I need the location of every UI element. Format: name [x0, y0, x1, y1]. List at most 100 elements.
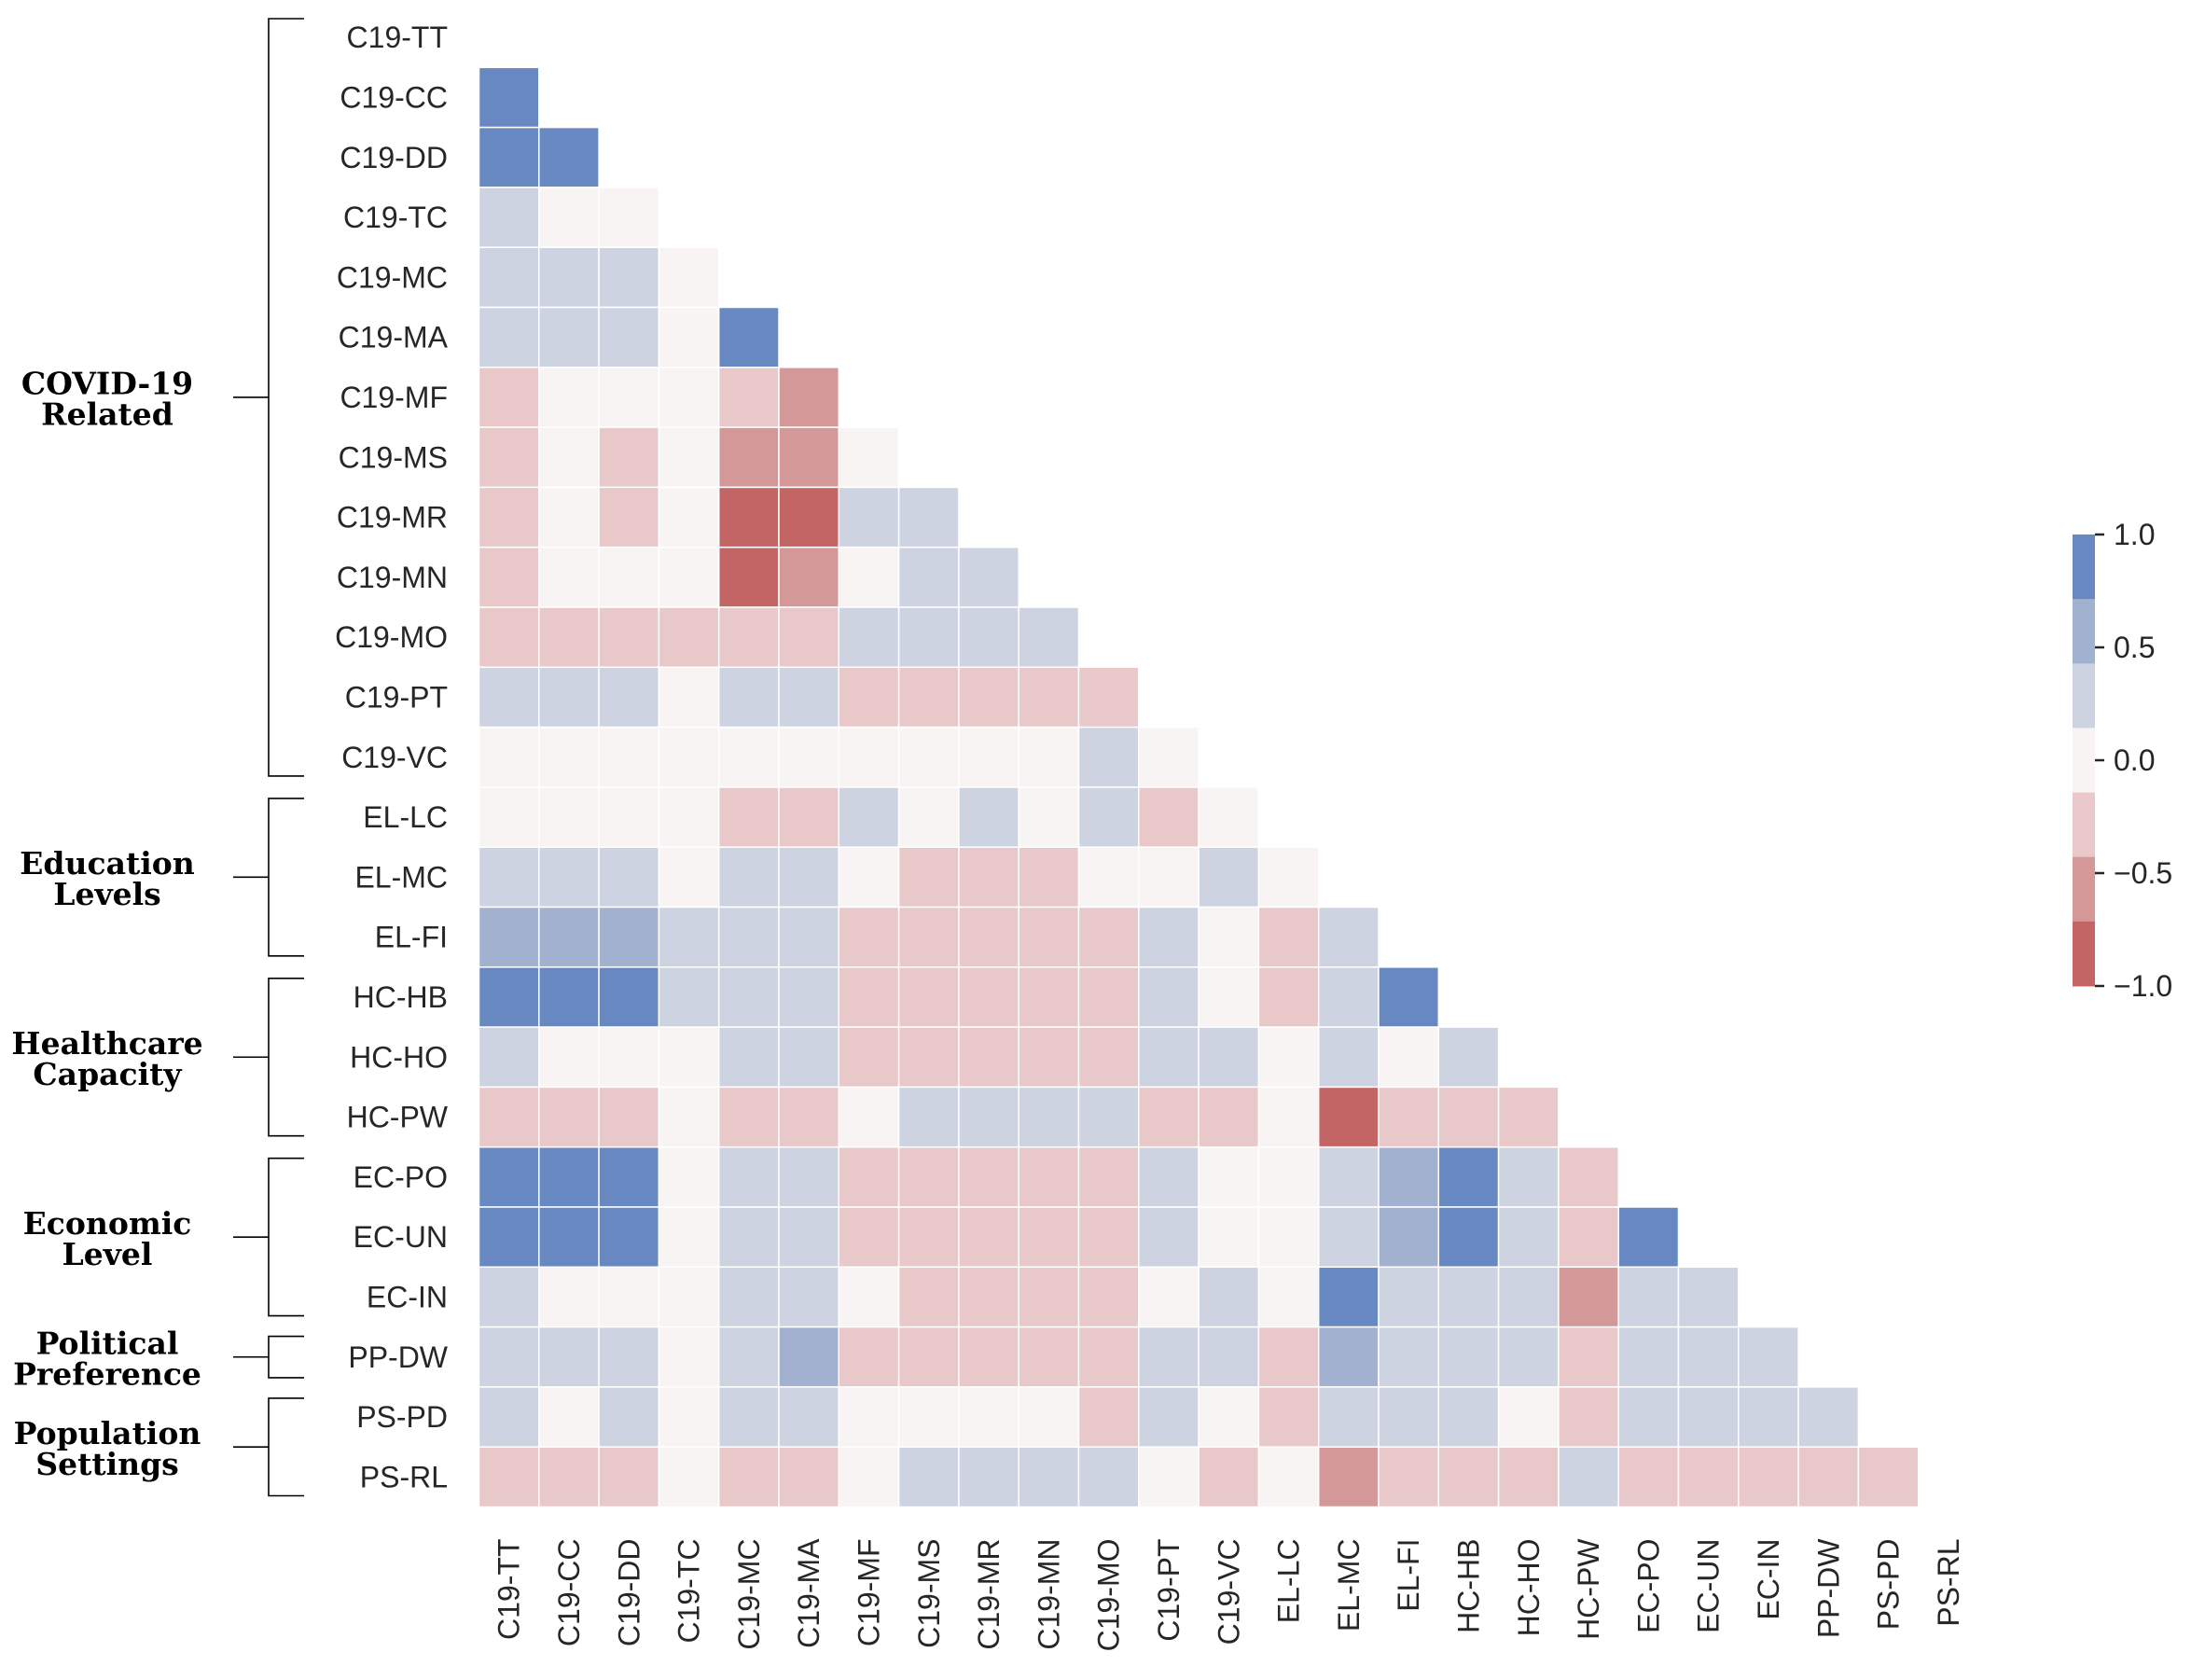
heatmap-cell-HC-HB-C19-MF	[838, 966, 900, 1028]
heatmap-cell-EC-IN-C19-TT	[478, 1266, 540, 1328]
heatmap-cell-HC-PW-EL-FI	[1378, 1086, 1440, 1148]
heatmap-cell-C19-VC-C19-PT	[1138, 726, 1200, 788]
group-bracket	[233, 1397, 304, 1497]
heatmap-cell-HC-HO-EL-LC	[1257, 1026, 1320, 1089]
heatmap-cell-EL-MC-C19-MC	[717, 846, 780, 909]
heatmap-cell-C19-MN-C19-DD	[598, 546, 660, 608]
heatmap-cell-C19-MN-C19-TC	[658, 546, 720, 608]
heatmap-cell-EC-PO-C19-MR	[958, 1145, 1019, 1208]
column-label-C19-TT: C19-TT	[492, 1539, 526, 1640]
row-label-C19-MF: C19-MF	[340, 381, 448, 414]
heatmap-cell-HC-HO-EL-FI	[1378, 1026, 1440, 1089]
heatmap-cell-EC-UN-HC-HO	[1497, 1206, 1560, 1269]
heatmap-cell-C19-MO-C19-TT	[478, 606, 540, 669]
heatmap-cell-C19-PT-C19-MF	[838, 666, 900, 729]
heatmap-cell-EC-IN-C19-MR	[958, 1266, 1019, 1328]
heatmap-cell-PS-PD-HC-HB	[1437, 1386, 1500, 1448]
heatmap-cell-PS-RL-C19-TT	[478, 1446, 540, 1508]
heatmap-cell-EC-UN-EL-LC	[1257, 1206, 1320, 1269]
heatmap-cell-PS-RL-C19-MF	[838, 1446, 900, 1508]
heatmap-cell-C19-MA-C19-MC	[717, 306, 780, 368]
group-population-settings: Population Settings	[14, 1397, 304, 1497]
heatmap-cell-EL-MC-C19-TC	[658, 846, 720, 909]
heatmap-cell-HC-HB-C19-DD	[598, 966, 660, 1028]
column-label-C19-MR: C19-MR	[972, 1539, 1005, 1650]
heatmap-cell-EL-LC-C19-DD	[598, 786, 660, 848]
heatmap-cell-C19-PT-C19-CC	[538, 666, 600, 729]
column-label-EL-MC: EL-MC	[1332, 1539, 1366, 1632]
heatmap-cell-C19-VC-C19-TC	[658, 726, 720, 788]
column-label-C19-TC: C19-TC	[673, 1539, 706, 1644]
heatmap-cell-HC-PW-C19-MO	[1077, 1086, 1140, 1148]
heatmap-cell-HC-HO-C19-CC	[538, 1026, 600, 1089]
heatmap-cell-EC-PO-C19-MS	[897, 1145, 960, 1208]
heatmap-cell-PS-PD-EC-PO	[1617, 1386, 1680, 1448]
heatmap-cell-EL-FI-C19-PT	[1138, 906, 1200, 968]
heatmap-cell-PS-PD-C19-MS	[897, 1386, 960, 1448]
row-label-PS-PD: PS-PD	[356, 1400, 448, 1434]
heatmap-cell-C19-VC-C19-TT	[478, 726, 540, 788]
heatmap-cell-EL-MC-C19-MO	[1077, 846, 1140, 909]
heatmap-cell-HC-PW-C19-MC	[717, 1086, 780, 1148]
colorbar-segment	[2073, 728, 2095, 794]
heatmap-cell-C19-MF-C19-TT	[478, 367, 540, 428]
heatmap-cell-C19-DD-C19-CC	[538, 126, 600, 188]
heatmap-cell-PP-DW-C19-MS	[897, 1326, 960, 1388]
colorbar-tick-label: 0.0	[2114, 743, 2155, 777]
heatmap-cell-PS-RL-C19-MO	[1077, 1446, 1140, 1508]
heatmap-cell-C19-PT-C19-MR	[958, 666, 1019, 729]
heatmap-cell-EC-IN-HC-HB	[1437, 1266, 1500, 1328]
heatmap-cell-PS-PD-EC-UN	[1677, 1386, 1740, 1448]
heatmap-cell-PP-DW-C19-VC	[1198, 1326, 1260, 1388]
heatmap-cell-EL-FI-C19-MS	[897, 906, 960, 968]
heatmap-cell-C19-MF-C19-DD	[598, 367, 660, 428]
heatmap-cell-EC-UN-C19-MO	[1077, 1206, 1140, 1269]
heatmap-cell-PP-DW-HC-PW	[1558, 1326, 1619, 1388]
column-label-HC-PW: HC-PW	[1572, 1538, 1605, 1640]
row-label-C19-MO: C19-MO	[335, 620, 448, 654]
heatmap-cell-HC-HO-HC-HB	[1437, 1026, 1500, 1089]
colorbar-tick-label: −0.5	[2114, 856, 2172, 890]
heatmap-cell-C19-TC-C19-CC	[538, 187, 600, 248]
heatmap-cell-HC-HO-C19-VC	[1198, 1026, 1260, 1089]
heatmap-cell-C19-MN-C19-MR	[958, 546, 1019, 608]
heatmap-cell-EL-MC-C19-MF	[838, 846, 900, 909]
heatmap-cell-EC-IN-C19-PT	[1138, 1266, 1200, 1328]
heatmap-cell-HC-HO-C19-MO	[1077, 1026, 1140, 1089]
heatmap-cell-HC-HO-C19-MF	[838, 1026, 900, 1089]
row-label-C19-MS: C19-MS	[339, 440, 448, 474]
heatmap-cell-EC-UN-C19-MS	[897, 1206, 960, 1269]
heatmap-cell-EL-FI-C19-VC	[1198, 906, 1260, 968]
heatmap-cell-PP-DW-EC-PO	[1617, 1326, 1680, 1388]
heatmap-cell-PS-PD-C19-TC	[658, 1386, 720, 1448]
heatmap-cell-C19-PT-C19-DD	[598, 666, 660, 729]
heatmap-cell-EC-PO-C19-TT	[478, 1145, 540, 1208]
heatmap-cell-C19-MS-C19-CC	[538, 426, 600, 489]
heatmap-cell-HC-PW-EL-MC	[1317, 1086, 1380, 1148]
heatmap-cell-PS-RL-EC-PO	[1617, 1446, 1680, 1508]
heatmap-cell-C19-MR-C19-TT	[478, 486, 540, 548]
row-label-C19-VC: C19-VC	[341, 741, 448, 774]
heatmap-cell-PP-DW-C19-MF	[838, 1326, 900, 1388]
column-label-PS-PD: PS-PD	[1872, 1539, 1906, 1631]
heatmap-cell-EL-MC-C19-MR	[958, 846, 1019, 909]
heatmap-cell-C19-MS-C19-TT	[478, 426, 540, 489]
column-label-C19-PT: C19-PT	[1152, 1539, 1186, 1642]
heatmap-cell-EL-FI-C19-DD	[598, 906, 660, 968]
heatmap-cell-EL-LC-C19-MO	[1077, 786, 1140, 848]
heatmap-cell-HC-PW-C19-MA	[778, 1086, 840, 1148]
row-label-EL-LC: EL-LC	[363, 800, 448, 834]
heatmap-cell-EC-PO-C19-MO	[1077, 1145, 1140, 1208]
heatmap-cell-EC-PO-HC-HO	[1497, 1145, 1560, 1208]
column-label-EC-PO: EC-PO	[1631, 1539, 1665, 1633]
row-label-HC-HO: HC-HO	[350, 1040, 448, 1074]
heatmap-cell-C19-DD-C19-TT	[478, 126, 540, 188]
group-label: Education Levels	[20, 845, 194, 912]
heatmap-cell-C19-MS-C19-DD	[598, 426, 660, 489]
heatmap-cell-EL-MC-C19-CC	[538, 846, 600, 909]
heatmap-cell-EC-UN-HC-PW	[1558, 1206, 1619, 1269]
heatmap-cell-PS-RL-PS-PD	[1857, 1446, 1920, 1508]
heatmap-cell-C19-MN-C19-CC	[538, 546, 600, 608]
heatmap-cell-HC-PW-C19-MR	[958, 1086, 1019, 1148]
